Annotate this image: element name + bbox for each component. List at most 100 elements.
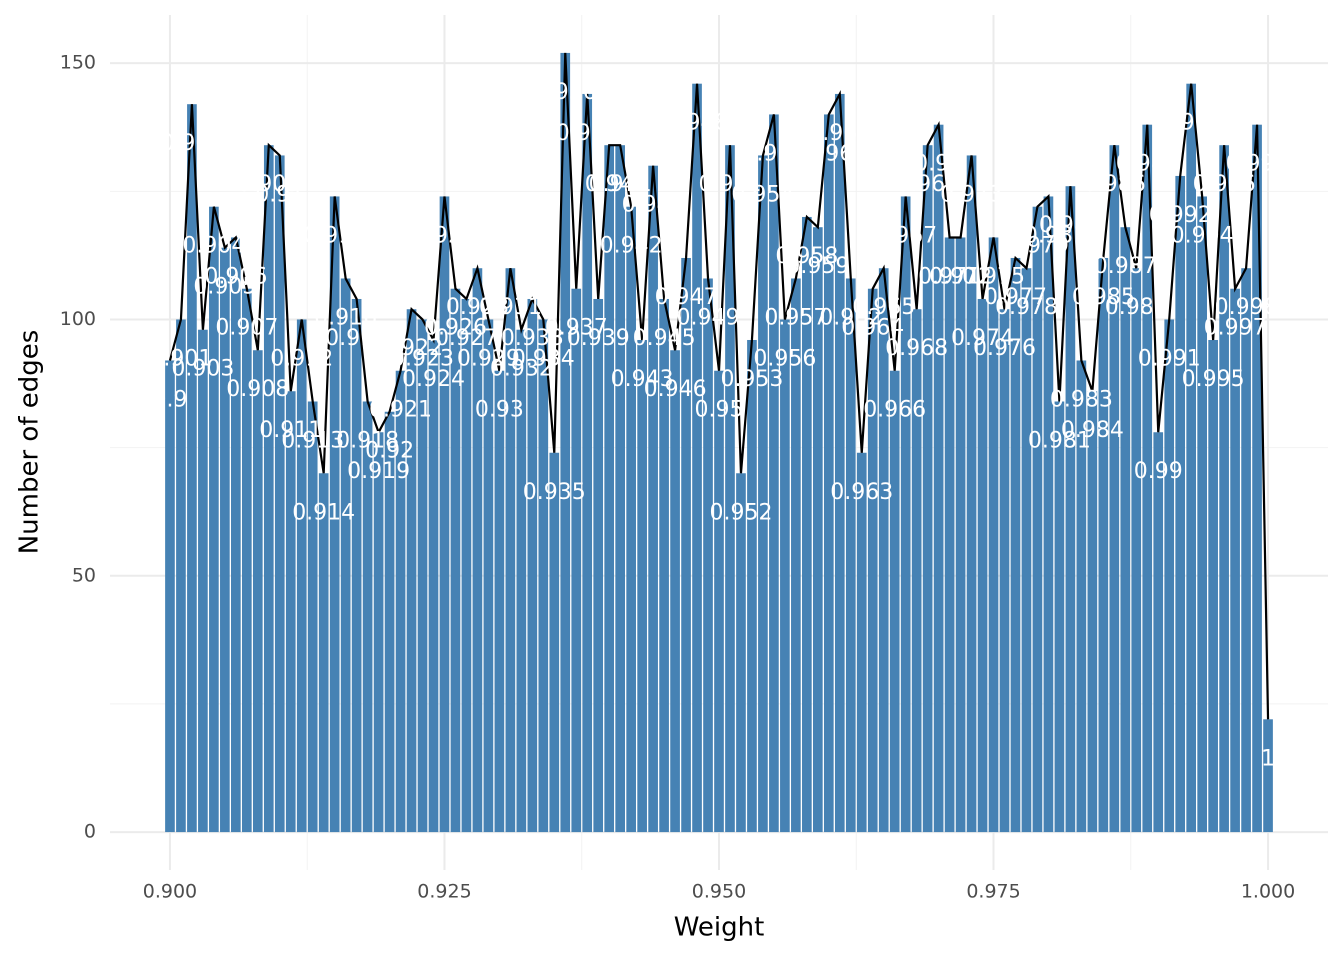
bar xyxy=(1142,124,1153,833)
bar xyxy=(373,432,384,833)
bar xyxy=(1263,719,1273,833)
bar xyxy=(428,339,439,833)
data-label: 0.94 xyxy=(585,172,634,197)
data-label: 0.914 xyxy=(292,500,355,525)
bar xyxy=(834,93,845,833)
data-label: 0.951 xyxy=(698,172,761,197)
data-label: 0.986 xyxy=(1083,172,1146,197)
bar xyxy=(714,370,724,833)
data-label: 0.915 xyxy=(303,223,366,248)
data-label: 0.97 xyxy=(914,152,963,177)
data-label: 0.992 xyxy=(1149,203,1212,228)
bar xyxy=(900,196,911,833)
data-label: 0.962 xyxy=(819,305,882,330)
bar xyxy=(593,298,604,833)
data-label: 0.954 xyxy=(731,182,794,207)
bar xyxy=(1208,339,1218,833)
data-label: 0.936 xyxy=(534,80,597,105)
bar xyxy=(483,319,494,833)
data-label: 0.967 xyxy=(874,223,937,248)
data-label: 0.998 xyxy=(1215,295,1278,320)
bar xyxy=(1241,268,1251,833)
data-label: 0.928 xyxy=(446,295,509,320)
data-label: 0.956 xyxy=(753,346,816,371)
data-label: 0.963 xyxy=(830,480,893,505)
bar xyxy=(648,165,658,833)
bar xyxy=(241,288,252,833)
x-tick-label: 0.900 xyxy=(143,881,197,903)
data-label: 0.929 xyxy=(457,346,520,371)
bar xyxy=(1065,186,1076,833)
bar xyxy=(1175,175,1186,833)
data-label: 0.946 xyxy=(644,377,707,402)
data-label: 0.945 xyxy=(633,326,696,351)
data-label: 0.983 xyxy=(1050,387,1113,412)
bar xyxy=(955,237,966,833)
bar xyxy=(615,145,626,833)
x-tick-label: 0.950 xyxy=(692,881,746,903)
y-tick-label: 150 xyxy=(60,52,96,74)
data-label: 0.938 xyxy=(556,121,619,146)
bar xyxy=(845,278,856,833)
data-label: 0.959 xyxy=(786,254,849,279)
bar xyxy=(505,268,516,833)
bar xyxy=(274,155,285,833)
bar xyxy=(263,145,274,833)
data-label: 0.977 xyxy=(984,285,1047,310)
data-label: 0.95 xyxy=(695,398,744,423)
bar xyxy=(1010,257,1021,833)
bar xyxy=(329,196,340,833)
bar xyxy=(889,370,900,833)
bar xyxy=(549,452,560,833)
data-label: 0.948 xyxy=(666,111,729,136)
data-label: 0.999 xyxy=(1226,152,1289,177)
bar xyxy=(791,278,801,833)
bar xyxy=(1186,83,1197,833)
bar xyxy=(307,401,318,833)
bar xyxy=(802,216,812,833)
bar xyxy=(461,298,472,833)
data-label: 0.922 xyxy=(380,336,443,361)
bar xyxy=(527,298,538,833)
bar xyxy=(351,298,362,833)
data-label: 0.979 xyxy=(1006,234,1069,259)
bar xyxy=(1076,360,1087,833)
bar xyxy=(395,370,406,833)
bar xyxy=(1021,268,1032,833)
bar xyxy=(220,247,230,833)
bar xyxy=(1120,227,1131,833)
data-label: 0.985 xyxy=(1072,285,1135,310)
data-label: 0.903 xyxy=(171,357,234,382)
bar xyxy=(747,339,757,833)
data-label: 0.96 xyxy=(804,141,853,166)
bar xyxy=(670,350,680,833)
data-label: 0.918 xyxy=(336,428,399,453)
bar xyxy=(198,329,208,833)
y-axis-label: Number of edges xyxy=(15,330,45,555)
bar xyxy=(659,298,669,833)
bar xyxy=(999,309,1010,833)
data-label: 0.9 xyxy=(152,387,187,412)
data-label: 0.981 xyxy=(1028,428,1091,453)
data-label: 0.976 xyxy=(973,336,1036,361)
data-label: 0.955 xyxy=(742,141,805,166)
data-label: 1 xyxy=(1261,746,1275,771)
data-label: 0.944 xyxy=(622,193,685,218)
data-label: 0.924 xyxy=(402,367,465,392)
data-label: 0.926 xyxy=(424,316,487,341)
bar xyxy=(340,278,351,833)
bar xyxy=(1087,391,1098,833)
data-label: 0.958 xyxy=(775,244,838,269)
data-label: 0.949 xyxy=(677,305,740,330)
data-label: 0.997 xyxy=(1204,316,1267,341)
data-label: 0.978 xyxy=(995,295,1058,320)
data-label: 0.934 xyxy=(512,346,575,371)
bar xyxy=(582,93,593,833)
data-label: 0.984 xyxy=(1061,418,1124,443)
bar xyxy=(472,268,483,833)
data-label: 0.966 xyxy=(863,398,926,423)
bar xyxy=(1098,257,1109,833)
data-label: 0.909 xyxy=(237,172,300,197)
data-label: 0.937 xyxy=(545,316,608,341)
